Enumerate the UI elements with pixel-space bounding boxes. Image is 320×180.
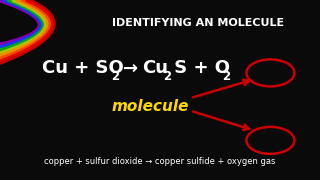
Text: 2: 2: [222, 70, 230, 83]
Text: Cu: Cu: [142, 59, 168, 77]
Text: 2: 2: [111, 70, 119, 83]
Text: S + O: S + O: [168, 59, 230, 77]
Text: →: →: [123, 59, 138, 77]
Text: molecule: molecule: [112, 99, 189, 114]
Text: Cu + SO: Cu + SO: [42, 59, 123, 77]
Text: copper + sulfur dioxide → copper sulfide + oxygen gas: copper + sulfur dioxide → copper sulfide…: [44, 158, 276, 166]
Text: IDENTIFYING AN MOLECULE: IDENTIFYING AN MOLECULE: [112, 17, 284, 28]
Text: 2: 2: [163, 70, 171, 83]
